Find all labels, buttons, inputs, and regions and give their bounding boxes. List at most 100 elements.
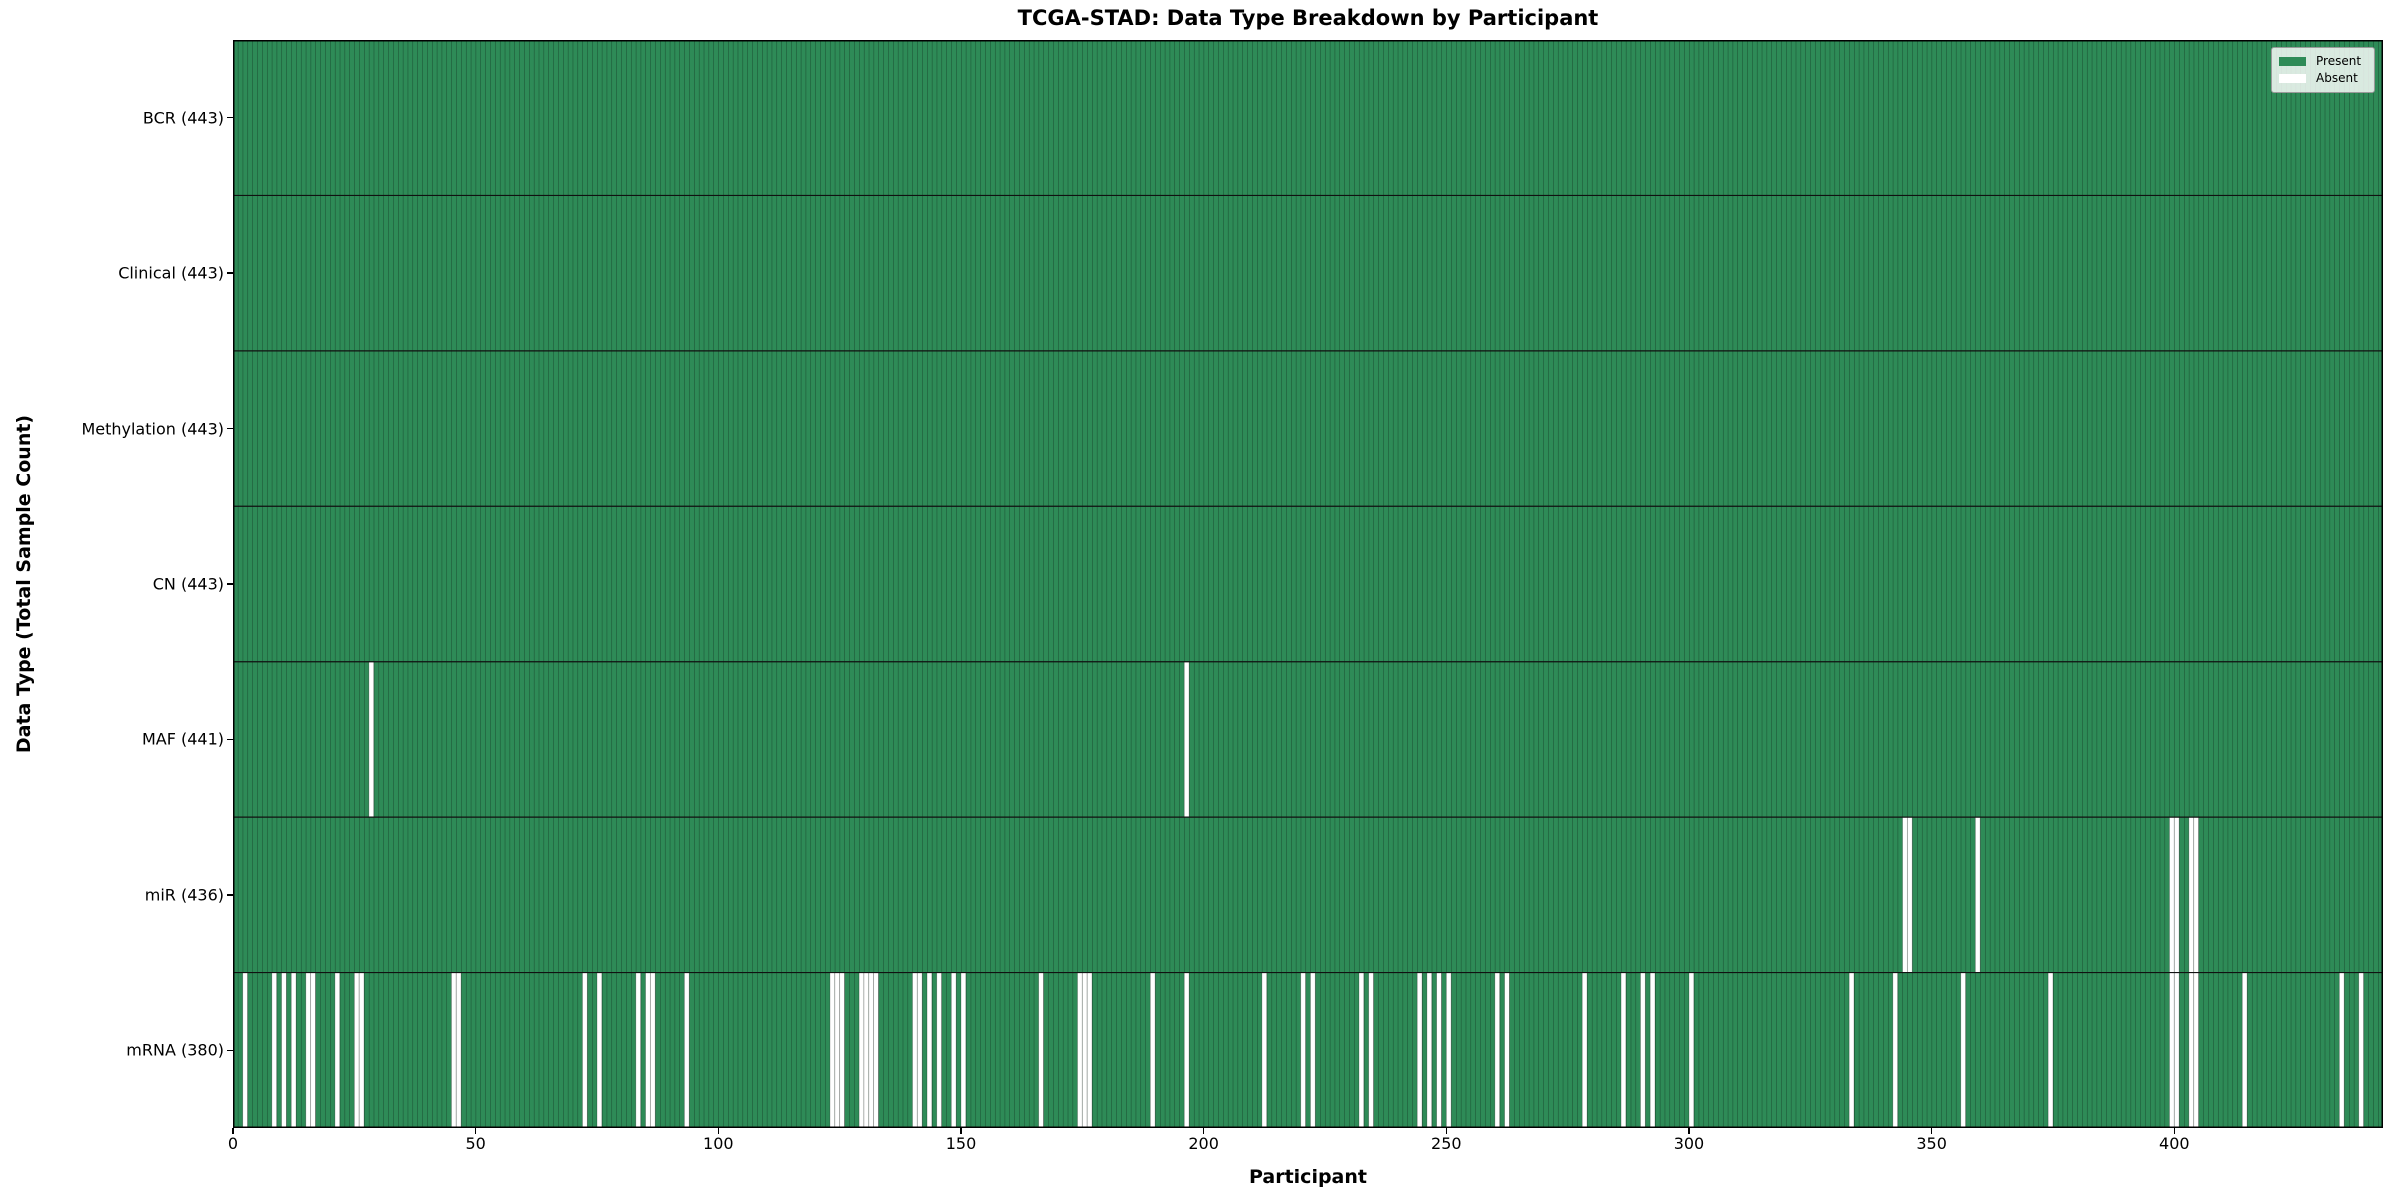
absent-cell (368, 661, 375, 818)
absent-cell (683, 972, 690, 1128)
x-tick-mark (1445, 1128, 1448, 1134)
absent-cell (2193, 972, 2199, 1128)
absent-cell (353, 972, 360, 1128)
absent-cell (2241, 972, 2248, 1128)
absent-cell (1581, 972, 1588, 1128)
absent-cell (2169, 972, 2175, 1128)
absent-cell (1892, 972, 1899, 1128)
absent-cell (1183, 661, 1190, 818)
absent-cell (305, 972, 312, 1128)
plot-area (233, 40, 2383, 1128)
y-tick-mark (227, 427, 233, 430)
x-tick-mark (2173, 1128, 2176, 1134)
x-tick-label: 400 (2159, 1134, 2190, 1153)
absent-cell (1906, 816, 1913, 973)
absent-cell (1494, 972, 1501, 1128)
absent-cell (2358, 972, 2364, 1128)
absent-cell (450, 972, 457, 1128)
x-tick-mark (1688, 1128, 1690, 1134)
absent-cell (1086, 972, 1093, 1128)
absent-swatch (2279, 74, 2306, 83)
y-tick-mark (227, 894, 233, 896)
absent-cell (1649, 972, 1656, 1128)
absent-cell (2169, 816, 2175, 973)
y-tick-label-MAF: MAF (441) (141, 729, 224, 749)
y-tick-label-Clinical: Clinical (443) (118, 263, 224, 283)
absent-cell (1640, 972, 1646, 1128)
absent-cell (834, 972, 841, 1128)
x-tick-mark (960, 1128, 962, 1134)
y-tick-mark (227, 738, 233, 741)
absent-cell (839, 972, 845, 1128)
absent-cell (1848, 972, 1855, 1128)
y-tick-label-Methylation: Methylation (443) (81, 419, 224, 439)
absent-cell (358, 972, 365, 1128)
absent-cell (1688, 972, 1695, 1128)
absent-cell (334, 972, 341, 1128)
heatmap-svg (233, 40, 2383, 1128)
absent-cell (1974, 816, 1981, 973)
absent-cell (271, 972, 278, 1128)
x-tick-mark (717, 1128, 720, 1134)
x-tick-label: 200 (1188, 1134, 1219, 1153)
legend-label-absent: Absent (2316, 71, 2358, 85)
absent-cell (1261, 972, 1268, 1128)
absent-cell (645, 972, 651, 1128)
x-tick-label: 150 (945, 1134, 977, 1153)
absent-cell (950, 972, 957, 1128)
legend: Present Absent (2271, 47, 2375, 93)
absent-cell (1368, 972, 1374, 1128)
absent-cell (868, 972, 875, 1128)
absent-cell (1310, 972, 1316, 1128)
chart-title: TCGA-STAD: Data Type Breakdown by Partic… (1017, 6, 1599, 30)
x-tick-mark (474, 1128, 477, 1134)
y-tick-label-CN: CN (443) (152, 574, 224, 594)
absent-cell (1960, 972, 1967, 1128)
absent-cell (1620, 972, 1627, 1128)
absent-cell (649, 972, 656, 1128)
absent-cell (863, 972, 870, 1128)
x-tick-label: 100 (703, 1134, 734, 1153)
x-tick-label: 300 (1673, 1134, 1705, 1153)
y-tick-label-miR: miR (436) (144, 885, 224, 905)
x-tick-label: 350 (1916, 1134, 1947, 1153)
y-tick-label-BCR: BCR (443) (142, 108, 224, 128)
absent-cell (281, 972, 287, 1128)
absent-cell (2047, 972, 2054, 1128)
absent-cell (916, 972, 923, 1128)
absent-cell (242, 972, 248, 1128)
legend-label-present: Present (2316, 54, 2362, 68)
y-tick-mark (227, 116, 233, 119)
present-swatch (2279, 57, 2306, 66)
absent-cell (1504, 972, 1510, 1128)
x-axis-label: Participant (1248, 1166, 1367, 1188)
absent-cell (1445, 972, 1452, 1128)
absent-cell (873, 972, 879, 1128)
y-tick-mark (227, 272, 233, 274)
absent-cell (582, 972, 588, 1128)
absent-cell (1081, 972, 1088, 1128)
absent-cell (1436, 972, 1442, 1128)
absent-cell (2193, 816, 2199, 973)
absent-cell (1426, 972, 1433, 1128)
x-tick-label: 250 (1431, 1134, 1462, 1153)
absent-cell (1416, 972, 1423, 1128)
y-tick-mark (227, 583, 233, 585)
legend-entry-present: Present (2279, 53, 2367, 70)
absent-cell (1038, 972, 1044, 1128)
y-tick-label-mRNA: mRNA (380) (126, 1040, 224, 1060)
absent-cell (2338, 972, 2345, 1128)
x-tick-mark (1202, 1128, 1205, 1134)
absent-cell (1183, 972, 1190, 1128)
absent-cell (310, 972, 316, 1128)
absent-cell (936, 972, 942, 1128)
absent-cell (926, 972, 933, 1128)
absent-cell (1902, 816, 1908, 973)
absent-cell (2173, 972, 2180, 1128)
absent-cell (635, 972, 642, 1128)
absent-cell (858, 972, 865, 1128)
x-tick-label: 50 (465, 1134, 486, 1153)
absent-cell (596, 972, 603, 1128)
y-tick-mark (227, 1049, 233, 1052)
